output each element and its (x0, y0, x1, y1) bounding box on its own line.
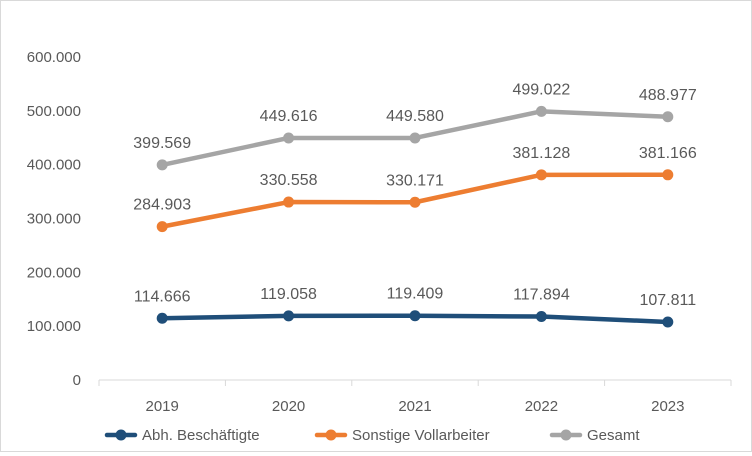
y-tick-label: 500.000 (27, 103, 81, 120)
data-label: 381.128 (512, 145, 570, 162)
data-point (283, 310, 295, 322)
legend: Abh. Beschäftigte Sonstige Vollarbeiter Ge… (104, 427, 640, 444)
legend-marker (325, 429, 337, 441)
data-point (409, 196, 421, 208)
data-point (662, 111, 674, 123)
y-axis: 0 100.000 200.000 300.000 400.000 500.000 600.… (27, 49, 81, 389)
x-tick-label: 2021 (398, 398, 431, 415)
data-label: 399.569 (133, 135, 191, 152)
y-tick-label: 100.000 (27, 318, 81, 335)
data-label: 488.977 (639, 87, 697, 104)
data-point (662, 316, 674, 328)
legend-label: Abh. Beschäftigte (142, 427, 260, 444)
legend-marker (560, 429, 572, 441)
x-tick-label: 2023 (651, 398, 684, 415)
x-axis: 2019 2020 2021 2022 2023 (98, 379, 732, 415)
y-tick-label: 300.000 (27, 211, 81, 228)
data-label: 107.811 (639, 292, 696, 309)
x-tick-label: 2022 (525, 398, 558, 415)
series-lines (156, 105, 674, 328)
x-tick-label: 2020 (272, 398, 305, 415)
y-tick-label: 600.000 (27, 49, 81, 66)
data-label: 117.894 (513, 287, 570, 304)
y-tick-label: 400.000 (27, 157, 81, 174)
data-label: 330.171 (386, 172, 444, 189)
data-point (535, 311, 547, 323)
data-labels: 114.666 119.058 119.409 117.894 107.811 284.9… (133, 81, 697, 309)
data-label: 114.666 (134, 288, 191, 305)
data-point (409, 310, 421, 322)
data-point (156, 221, 168, 233)
data-label: 119.058 (260, 286, 317, 303)
data-label: 284.903 (133, 197, 191, 214)
data-point (283, 132, 295, 144)
data-label: 499.022 (512, 81, 570, 98)
data-label: 381.166 (639, 145, 697, 162)
y-tick-label: 0 (73, 372, 81, 389)
x-tick-label: 2019 (146, 398, 179, 415)
data-point (156, 159, 168, 171)
data-point (283, 196, 295, 208)
data-point (535, 105, 547, 117)
y-tick-label: 200.000 (27, 264, 81, 281)
data-label: 449.616 (260, 108, 318, 125)
data-label: 330.558 (260, 172, 318, 189)
data-point (535, 169, 547, 181)
data-label: 449.580 (386, 108, 444, 125)
data-point (409, 132, 421, 144)
data-point (662, 169, 674, 181)
legend-label: Sonstige Vollarbeiter (352, 427, 490, 444)
legend-label: Gesamt (587, 427, 640, 444)
data-label: 119.409 (387, 286, 444, 303)
data-point (156, 312, 168, 324)
legend-marker (115, 429, 127, 441)
